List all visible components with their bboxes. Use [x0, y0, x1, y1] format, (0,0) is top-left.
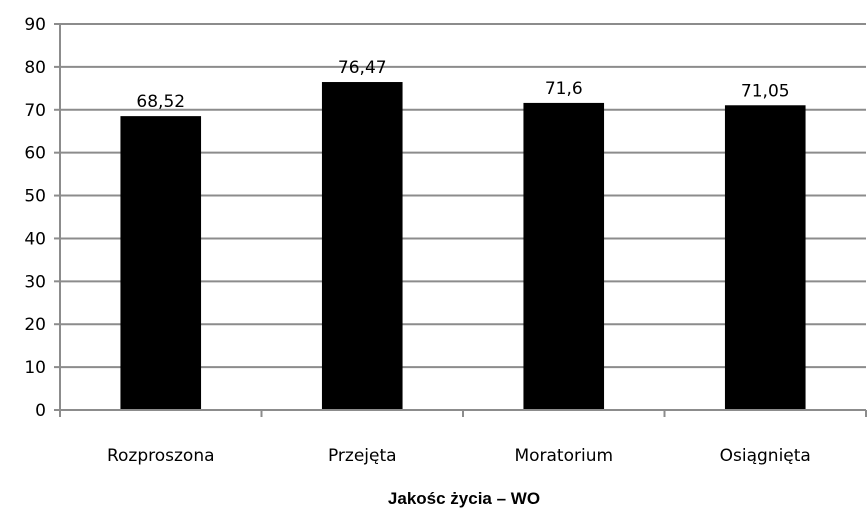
- data-label: 71,05: [741, 81, 790, 101]
- x-category-label: Osiągnięta: [720, 446, 811, 466]
- y-tick-label: 80: [24, 58, 46, 78]
- y-tick-label: 40: [24, 229, 46, 249]
- bar-przejęta: [321, 82, 403, 411]
- y-tick-label: 0: [35, 401, 46, 421]
- y-tick-label: 50: [24, 187, 46, 207]
- x-category-label: Przejęta: [328, 446, 397, 466]
- data-label: 76,47: [338, 58, 387, 78]
- x-category-label: Moratorium: [514, 446, 613, 466]
- data-labels: 68,52 76,47 71,6 71,05: [136, 58, 789, 112]
- x-axis-categories: Rozproszona Przejęta Moratorium Osiągnięta: [107, 446, 811, 466]
- axes: [59, 24, 867, 417]
- y-tick-label: 90: [24, 15, 46, 35]
- x-axis-title: Jakośc życia – WO: [388, 489, 540, 508]
- data-label: 68,52: [136, 92, 185, 112]
- y-tick-label: 70: [24, 101, 46, 121]
- bar-moratorium: [523, 102, 605, 410]
- y-tick-label: 20: [24, 315, 46, 335]
- bar-rozproszona: [120, 116, 202, 410]
- y-tick-label: 10: [24, 358, 46, 378]
- data-label: 71,6: [545, 79, 583, 99]
- x-category-label: Rozproszona: [107, 446, 215, 466]
- y-axis-ticks: 0 10 20 30 40 50 60 70 80 90: [24, 15, 60, 421]
- y-tick-label: 30: [24, 272, 46, 292]
- y-tick-label: 60: [24, 144, 46, 164]
- bar-osiągnięta: [724, 105, 806, 410]
- bars: [120, 82, 806, 411]
